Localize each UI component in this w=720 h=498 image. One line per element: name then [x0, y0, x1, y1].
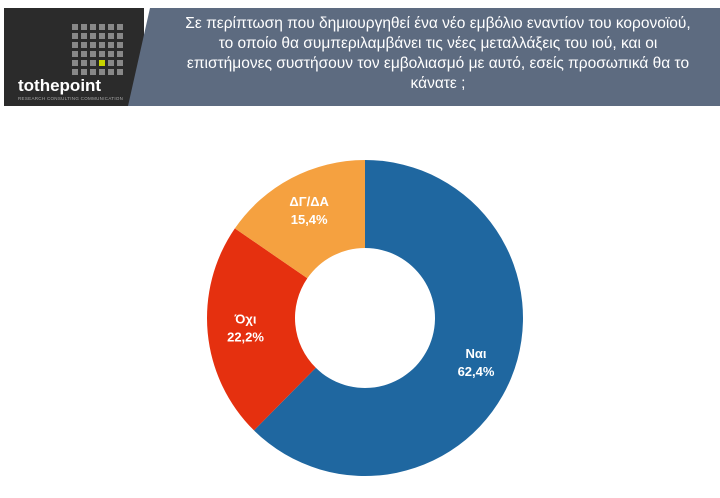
logo-dot — [72, 24, 78, 30]
logo-dot — [117, 51, 123, 57]
logo-dot — [99, 33, 105, 39]
logo-dot — [99, 24, 105, 30]
logo-name: tothepoint — [18, 76, 102, 95]
logo-dot — [117, 33, 123, 39]
slice-category: Ναι — [466, 346, 487, 361]
logo-dot — [117, 69, 123, 75]
logo-dot — [81, 51, 87, 57]
logo-dot — [81, 42, 87, 48]
logo: tothepoint RESEARCH CONSULTING COMMUNICA… — [4, 8, 144, 106]
logo-dot — [108, 51, 114, 57]
logo-dot — [72, 51, 78, 57]
logo-dot — [117, 60, 123, 66]
slice-category: ΔΓ/ΔΑ — [289, 194, 329, 209]
logo-dot — [90, 69, 96, 75]
logo-dot — [90, 42, 96, 48]
header-band — [128, 8, 720, 106]
logo-dot — [108, 60, 114, 66]
logo-dot — [108, 42, 114, 48]
logo-dots — [72, 24, 123, 75]
logo-tagline: RESEARCH CONSULTING COMMUNICATION — [18, 96, 124, 101]
logo-dot — [81, 69, 87, 75]
slice-value-label: 62,4% — [458, 364, 495, 379]
logo-dot — [99, 51, 105, 57]
logo-dot — [72, 69, 78, 75]
logo-dot — [72, 42, 78, 48]
logo-dot — [90, 33, 96, 39]
logo-dot — [99, 69, 105, 75]
logo-dot — [108, 24, 114, 30]
logo-dot — [90, 24, 96, 30]
logo-dot — [99, 60, 105, 66]
logo-dot — [90, 51, 96, 57]
logo-dot — [99, 42, 105, 48]
slice-category: Όχι — [234, 312, 257, 327]
logo-dot — [117, 24, 123, 30]
chart-title: Σε περίπτωση που δημιουργηθεί ένα νέο εμ… — [185, 15, 691, 92]
logo-dot — [117, 42, 123, 48]
logo-dot — [72, 33, 78, 39]
logo-dot — [72, 60, 78, 66]
donut-slice — [207, 228, 316, 431]
logo-dot — [81, 60, 87, 66]
logo-dot — [81, 33, 87, 39]
donut-slice — [253, 160, 523, 476]
slice-value-label: 22,2% — [227, 330, 264, 345]
donut-slice — [234, 160, 365, 279]
logo-dot — [81, 24, 87, 30]
logo-dot — [108, 33, 114, 39]
logo-dot — [108, 69, 114, 75]
slice-value-label: 15,4% — [291, 212, 328, 227]
logo-dot — [90, 60, 96, 66]
